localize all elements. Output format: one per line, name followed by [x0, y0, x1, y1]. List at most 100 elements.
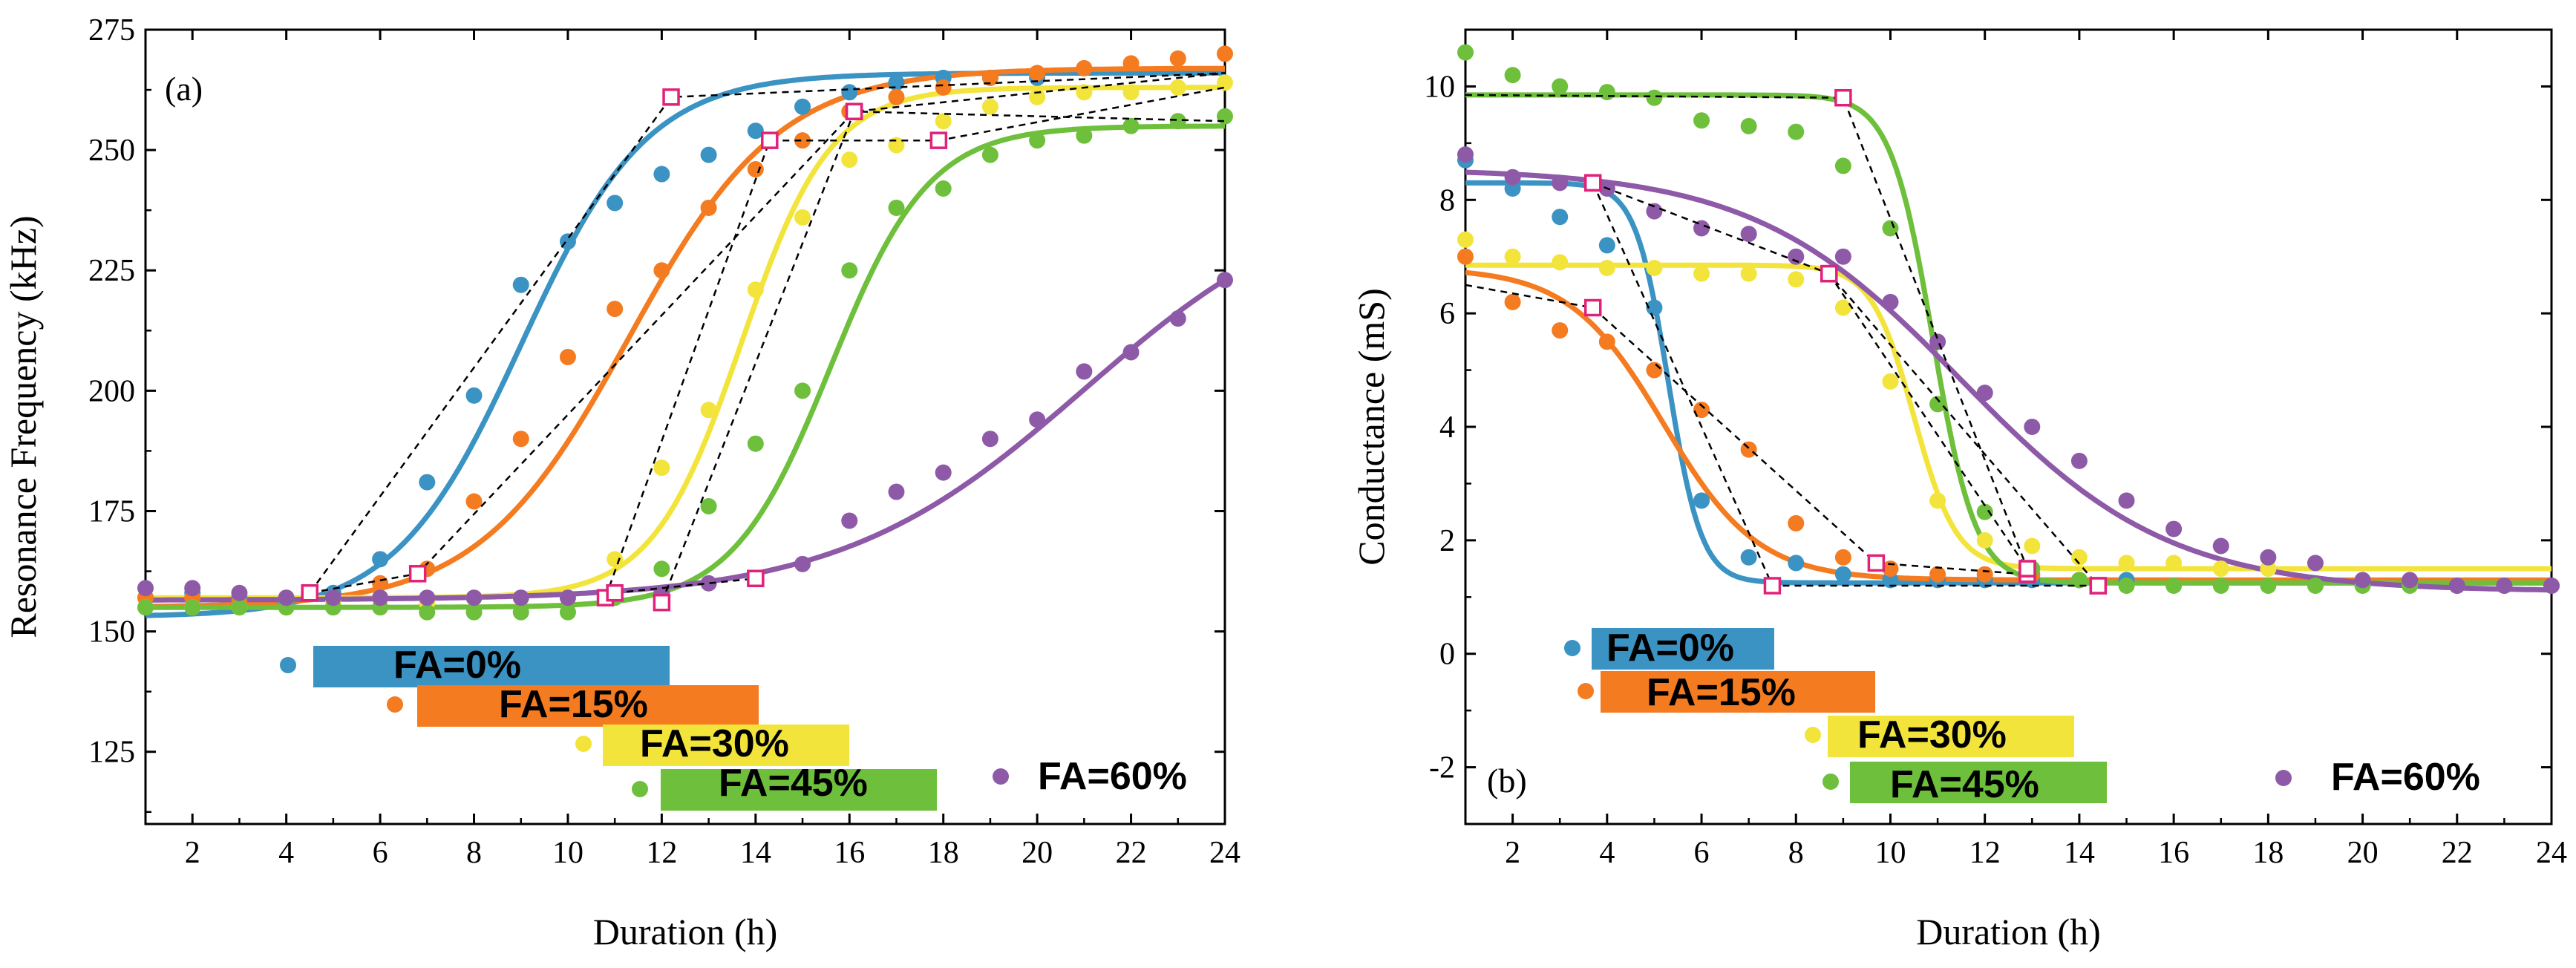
- data-point: [465, 589, 483, 606]
- data-point: [1552, 174, 1569, 192]
- data-point: [1834, 566, 1851, 583]
- data-point: [372, 589, 389, 606]
- tangent-line: [1465, 284, 2027, 575]
- inflection-marker: [662, 88, 680, 106]
- chart-panel-a: 2 4 6 8 10 12 14 16 18 20 22 2412515017520022525027…: [2, 13, 1240, 952]
- data-point: [1122, 84, 1140, 101]
- legend-label: FA=60%: [1038, 755, 1187, 798]
- x-tick-label: 20: [2347, 836, 2379, 870]
- data-point: [1882, 373, 1899, 390]
- data-point: [1217, 108, 1233, 125]
- data-point: [324, 589, 341, 606]
- data-point: [1788, 514, 1805, 532]
- data-point: [1788, 123, 1805, 140]
- data-point: [465, 387, 483, 404]
- inflection-marker: [1834, 88, 1852, 107]
- data-point: [1457, 146, 1474, 163]
- data-point: [1552, 78, 1569, 95]
- data-point: [1029, 65, 1046, 82]
- tangent-line: [604, 86, 1226, 598]
- y-axis-title: Resonance Frequency (kHz): [2, 215, 44, 638]
- legend-marker: [575, 736, 592, 752]
- data-point: [2402, 572, 2419, 589]
- data-point: [2165, 555, 2183, 572]
- legend-marker: [993, 768, 1009, 785]
- x-tick-label: 12: [1969, 836, 2001, 870]
- data-point: [1217, 272, 1233, 289]
- data-point: [700, 199, 717, 216]
- data-point: [1217, 74, 1233, 91]
- data-point: [1029, 132, 1046, 149]
- legend-label: FA=30%: [640, 722, 789, 765]
- legend-marker: [1578, 683, 1594, 699]
- data-point: [935, 113, 952, 130]
- legend-bar: [1592, 628, 1774, 670]
- data-point: [1740, 265, 1757, 282]
- data-point: [2118, 555, 2135, 572]
- data-point: [1504, 180, 1521, 197]
- data-point: [1076, 84, 1093, 101]
- legend-bar: [1828, 716, 2074, 757]
- data-point: [1169, 50, 1186, 67]
- data-point: [1834, 248, 1851, 265]
- data-point: [1834, 299, 1851, 316]
- series-points: [1457, 231, 2277, 578]
- data-point: [888, 88, 905, 105]
- data-point: [747, 122, 764, 140]
- data-point: [700, 575, 717, 592]
- data-point: [1740, 117, 1757, 134]
- data-point: [1646, 260, 1663, 276]
- data-point: [1929, 492, 1946, 509]
- data-point: [1504, 293, 1521, 310]
- data-point: [1882, 220, 1899, 237]
- x-tick-label: 24: [2536, 836, 2567, 870]
- data-point: [981, 69, 998, 86]
- data-point: [1457, 231, 1474, 248]
- data-point: [231, 584, 248, 601]
- legend-label: FA=30%: [1857, 713, 2007, 756]
- data-point: [465, 604, 483, 621]
- data-point: [1552, 322, 1569, 339]
- x-tick-label: 22: [1116, 836, 1147, 870]
- data-point: [1646, 203, 1663, 220]
- data-point: [2260, 549, 2277, 566]
- data-point: [2070, 452, 2088, 469]
- data-point: [372, 551, 389, 568]
- data-point: [1598, 237, 1615, 254]
- data-point: [1552, 209, 1569, 226]
- data-point: [1693, 220, 1710, 237]
- data-point: [184, 599, 201, 616]
- y-tick-label: 175: [88, 494, 135, 529]
- inflection-marker: [2089, 577, 2108, 595]
- legend-label: FA=45%: [719, 762, 868, 805]
- data-point: [794, 209, 811, 226]
- legend-label: FA=0%: [393, 644, 521, 687]
- data-point: [1217, 45, 1233, 62]
- inflection-marker: [2018, 560, 2036, 578]
- data-point: [794, 555, 811, 572]
- x-tick-label: 24: [1209, 836, 1240, 870]
- series-points: [137, 108, 1233, 621]
- legend-bar: [417, 685, 759, 727]
- data-point: [1693, 492, 1710, 509]
- legend-marker: [280, 657, 296, 673]
- data-point: [231, 599, 248, 616]
- data-point: [559, 589, 576, 606]
- x-tick-label: 10: [552, 836, 583, 870]
- y-tick-label: 125: [88, 736, 135, 770]
- data-point: [1504, 169, 1521, 186]
- data-point: [1976, 385, 1993, 402]
- data-point: [1976, 566, 1993, 583]
- data-point: [2307, 555, 2324, 572]
- data-point: [888, 483, 905, 500]
- data-point: [1788, 555, 1805, 572]
- data-point: [278, 589, 295, 606]
- data-point: [184, 580, 201, 597]
- y-tick-label: 8: [1439, 183, 1455, 218]
- data-point: [2118, 578, 2135, 594]
- data-point: [841, 262, 858, 279]
- data-point: [981, 146, 998, 163]
- inflection-marker: [653, 593, 671, 612]
